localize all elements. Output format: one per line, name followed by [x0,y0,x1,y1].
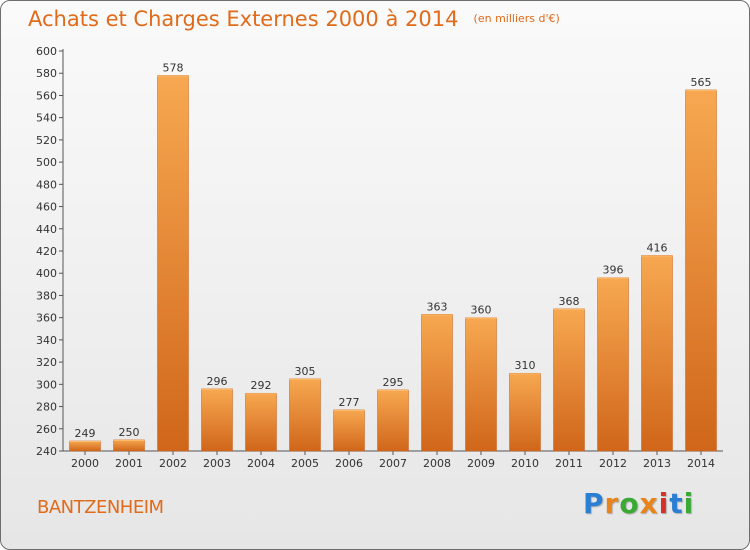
logo-letter: r [604,487,620,520]
y-tick-label: 420 [36,245,57,258]
value-label-2005: 305 [295,365,316,378]
y-tick-label: 320 [36,356,57,369]
bar-2001 [113,439,145,452]
y-tick-label: 440 [36,223,57,236]
logo-letter: i [658,487,670,520]
x-tick-label-2004: 2004 [247,457,275,470]
y-tick-label: 400 [36,267,57,280]
value-label-2014: 565 [691,76,712,89]
chart-subtitle: (en milliers d'€) [473,12,560,25]
y-tick-label: 340 [36,334,57,347]
commune-name: BANTZENHEIM [37,497,164,518]
bar-2007 [377,389,409,452]
y-tick-label: 540 [36,112,57,125]
x-tick-label-2010: 2010 [511,457,539,470]
value-label-2004: 292 [251,379,272,392]
logo-letter: P [583,487,605,520]
x-tick-label-2014: 2014 [687,457,715,470]
value-label-2012: 396 [603,264,624,277]
y-tick-label: 500 [36,156,57,169]
y-tick-label: 520 [36,134,57,147]
value-label-2001: 250 [119,426,140,439]
x-tick-label-2008: 2008 [423,457,451,470]
bar-2012 [597,277,629,452]
value-label-2010: 310 [515,359,536,372]
y-tick-label: 300 [36,378,57,391]
logo-letter: x [639,487,659,520]
bar-2004 [245,392,277,452]
y-tick-label: 260 [36,423,57,436]
x-tick-label-2005: 2005 [291,457,319,470]
bar-2011 [553,308,585,452]
bar-2006 [333,409,365,452]
y-tick-label: 380 [36,289,57,302]
y-tick-label: 560 [36,89,57,102]
x-tick-label-2013: 2013 [643,457,671,470]
value-label-2000: 249 [75,427,96,440]
value-label-2013: 416 [647,241,668,254]
x-tick-label-2011: 2011 [555,457,583,470]
x-tick-label-2003: 2003 [203,457,231,470]
y-tick-label: 580 [36,67,57,80]
logo-letter: t [669,487,684,520]
bars [69,75,717,452]
value-label-2006: 277 [339,396,360,409]
logo-letter: o [619,487,640,520]
bar-2003 [201,388,233,452]
x-tick-label-2007: 2007 [379,457,407,470]
bar-2014 [685,89,717,452]
data-labels: 249 250 578 296 292 305 277 295 363 360 310 368 396 4… [75,61,712,440]
bar-2010 [509,372,541,452]
value-label-2011: 368 [559,295,580,308]
proxiti-logo: Proxiti [583,487,694,520]
value-label-2008: 363 [427,300,448,313]
x-tick-label-2001: 2001 [115,457,143,470]
value-label-2009: 360 [471,304,492,317]
x-tick-label-2000: 2000 [71,457,99,470]
bar-2000 [69,440,101,452]
logo-letter: i [683,487,695,520]
title-row: Achats et Charges Externes 2000 à 2014 (… [28,7,560,31]
y-tick-label: 460 [36,201,57,214]
value-label-2003: 296 [207,375,228,388]
y-tick-label: 480 [36,178,57,191]
bar-2009 [465,317,497,452]
y-tick-label: 600 [36,45,57,58]
bar-2002 [157,75,189,452]
y-tick-label: 280 [36,401,57,414]
bar-2008 [421,314,453,452]
chart-title: Achats et Charges Externes 2000 à 2014 [28,7,459,31]
value-label-2007: 295 [383,376,404,389]
x-tick-label-2002: 2002 [159,457,187,470]
bar-2013 [641,255,673,452]
y-tick-label: 240 [36,445,57,458]
y-tick-label: 360 [36,312,57,325]
x-tick-label-2012: 2012 [599,457,627,470]
value-label-2002: 578 [163,61,184,74]
x-tick-label-2006: 2006 [335,457,363,470]
x-tick-label-2009: 2009 [467,457,495,470]
bar-2005 [289,378,321,452]
axes: 240 260 280 300 320 340 360 380 400 420 440 460 480 5… [36,45,723,470]
